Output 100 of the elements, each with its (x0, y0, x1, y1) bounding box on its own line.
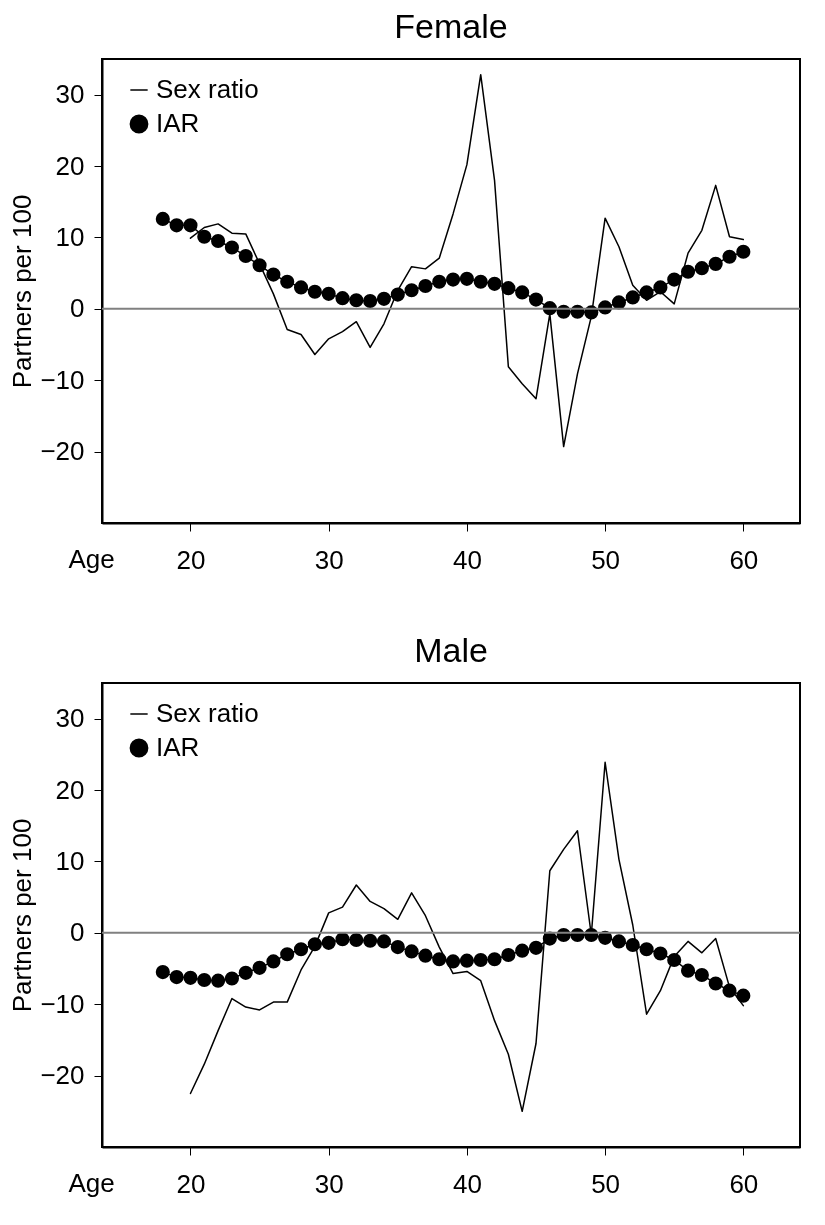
point (528, 292, 544, 307)
point (459, 953, 474, 968)
point (473, 274, 488, 289)
point (155, 965, 170, 980)
y-tick-label: 30 (55, 79, 85, 110)
y-tick-label: 30 (55, 703, 85, 734)
point (197, 972, 212, 988)
point (238, 248, 253, 264)
point (736, 244, 751, 259)
legend-label: Sex ratio (156, 698, 259, 728)
point (667, 952, 682, 968)
point (501, 281, 516, 296)
y-tick-label: −20 (40, 1060, 85, 1091)
point (528, 940, 544, 955)
point (722, 249, 737, 264)
point (515, 943, 530, 958)
y-tick-label: 20 (55, 774, 85, 805)
point (280, 947, 295, 962)
point (722, 983, 737, 998)
point (404, 944, 419, 959)
point (487, 952, 502, 967)
point (266, 267, 281, 282)
y-tick-label: 10 (55, 845, 85, 876)
y-tick-label: −10 (40, 364, 85, 395)
point (183, 970, 198, 985)
point (667, 272, 682, 287)
chart-title: Female (394, 7, 508, 45)
point (653, 946, 668, 961)
point (694, 261, 709, 276)
point (432, 274, 447, 289)
point (224, 240, 239, 255)
point (197, 229, 212, 244)
point (155, 211, 170, 226)
point (653, 280, 668, 295)
point (335, 291, 350, 306)
point (363, 933, 378, 948)
point (501, 947, 516, 963)
point (307, 937, 322, 952)
point (321, 286, 336, 301)
x-tick-label: 60 (729, 1168, 759, 1199)
x-axis-title: Age (68, 1167, 115, 1198)
point (680, 963, 696, 978)
point (321, 935, 336, 950)
y-tick-label: 0 (70, 917, 85, 948)
x-tick-label: 40 (452, 544, 482, 575)
point (625, 290, 640, 305)
point (625, 937, 640, 953)
point (349, 293, 364, 308)
point (418, 278, 433, 294)
point (418, 948, 433, 963)
x-tick-label: 50 (591, 1168, 621, 1199)
x-tick-label: 30 (314, 544, 344, 575)
point (169, 218, 184, 233)
y-tick-label: −20 (40, 436, 85, 467)
legend-label: IAR (156, 732, 200, 762)
x-axis-title: Age (68, 543, 115, 574)
point (639, 942, 654, 957)
x-tick-label: 60 (729, 544, 759, 575)
y-tick-label: 0 (70, 293, 85, 324)
point (307, 284, 322, 299)
point (736, 988, 751, 1003)
point (238, 965, 253, 980)
point (252, 258, 267, 273)
y-tick-label: 20 (55, 150, 85, 181)
chart-title: Male (414, 631, 488, 669)
point (211, 233, 226, 249)
point (473, 952, 488, 968)
point (211, 973, 226, 988)
point (404, 283, 419, 298)
point (169, 970, 184, 985)
point (335, 932, 350, 947)
point (459, 271, 474, 286)
y-tick-label: 10 (55, 221, 85, 252)
point (349, 932, 364, 948)
point (183, 218, 198, 233)
point (515, 285, 530, 300)
point (432, 952, 447, 967)
point (487, 276, 502, 291)
point (363, 293, 378, 309)
x-tick-label: 50 (591, 544, 621, 575)
point (224, 971, 239, 986)
point (708, 256, 723, 271)
point (680, 264, 696, 279)
y-tick-label: −10 (40, 988, 85, 1019)
point (280, 274, 295, 289)
point (390, 287, 405, 302)
point (376, 934, 392, 949)
point (390, 940, 405, 955)
point (266, 954, 281, 969)
point (446, 954, 461, 969)
point (293, 942, 309, 957)
point (611, 295, 627, 310)
legend-label: IAR (156, 108, 200, 138)
x-tick-label: 30 (314, 1168, 344, 1199)
x-tick-label: 20 (176, 1168, 206, 1199)
point (611, 934, 627, 949)
point (639, 285, 654, 300)
point (376, 291, 392, 306)
point (252, 960, 267, 975)
point (694, 967, 709, 983)
